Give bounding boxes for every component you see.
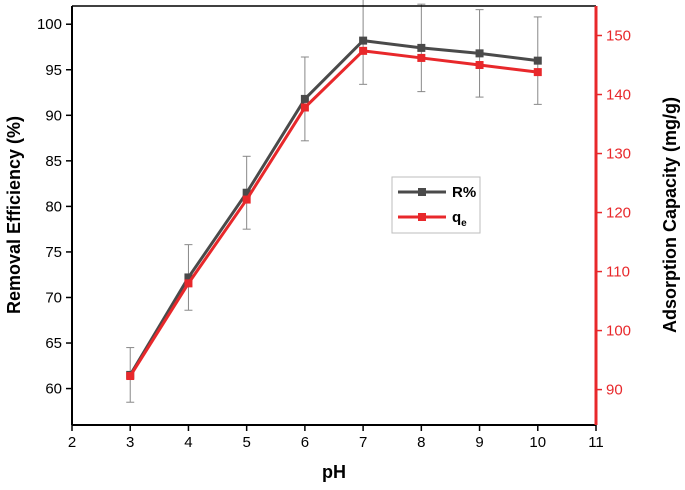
data-point-1 xyxy=(417,53,426,62)
data-point-1 xyxy=(242,195,251,204)
y-left-tick-label: 60 xyxy=(45,381,62,398)
x-tick-label: 5 xyxy=(242,434,250,451)
series-line-0 xyxy=(128,39,538,376)
y-left-tick-label: 95 xyxy=(45,62,62,79)
x-tick-label: 2 xyxy=(68,434,76,451)
data-point-0 xyxy=(242,188,251,197)
y-left-tick-label: 90 xyxy=(45,107,62,124)
y-right-tick-label: 150 xyxy=(606,28,631,45)
legend: R% qe xyxy=(391,176,481,234)
data-point-0 xyxy=(359,36,368,45)
data-point-0 xyxy=(417,43,426,52)
right-axis-title: Adsorption Capacity (mg/g) xyxy=(660,97,680,333)
tick-layer: 2 3 4 5 6 7 8 9 10 11 60 65 70 75 80 85 90 95 100 90 100 110 1… xyxy=(37,16,631,451)
y-right-tick-label: 110 xyxy=(606,264,630,281)
series-layer xyxy=(126,36,542,381)
y-left-tick-label: 100 xyxy=(37,16,62,33)
y-left-tick-label: 75 xyxy=(45,244,62,261)
data-point-0 xyxy=(184,273,193,282)
y-right-tick-label: 130 xyxy=(606,146,631,163)
x-tick-label: 11 xyxy=(588,434,604,451)
data-point-1 xyxy=(300,103,309,112)
data-point-0 xyxy=(475,49,484,58)
data-point-0 xyxy=(300,94,309,103)
x-tick-label: 10 xyxy=(529,434,546,451)
y-left-tick-label: 65 xyxy=(45,335,62,352)
y-right-tick-label: 100 xyxy=(606,323,631,340)
x-axis-title: pH xyxy=(322,462,346,482)
axes xyxy=(71,5,598,426)
x-tick-label: 3 xyxy=(126,434,134,451)
y-right-tick-label: 90 xyxy=(606,382,623,399)
x-tick-label: 6 xyxy=(301,434,309,451)
y-right-tick-label: 120 xyxy=(606,205,631,222)
series-line-1 xyxy=(128,49,538,377)
x-tick-label: 4 xyxy=(184,434,192,451)
x-tick-label: 7 xyxy=(359,434,367,451)
data-point-1 xyxy=(475,61,484,70)
x-tick-label: 9 xyxy=(475,434,483,451)
data-point-1 xyxy=(533,68,542,77)
data-point-1 xyxy=(126,372,135,381)
data-point-1 xyxy=(359,46,368,55)
x-tick-label: 8 xyxy=(417,434,425,451)
y-right-tick-label: 140 xyxy=(606,87,631,104)
y-left-tick-label: 80 xyxy=(45,198,62,215)
legend-label-qe-sub: e xyxy=(461,218,467,229)
left-axis-title: Removal Efficiency (%) xyxy=(4,116,24,314)
data-point-1 xyxy=(184,279,193,288)
legend-box xyxy=(391,176,481,234)
y-left-tick-label: 70 xyxy=(45,289,62,306)
legend-marker-qe xyxy=(418,213,426,221)
legend-label-r: R% xyxy=(452,184,476,201)
legend-label-qe-main: q xyxy=(452,209,461,226)
legend-marker-r xyxy=(418,188,426,196)
y-left-tick-label: 85 xyxy=(45,153,62,170)
data-point-0 xyxy=(533,56,542,65)
legend-label-qe: qe xyxy=(452,209,467,229)
